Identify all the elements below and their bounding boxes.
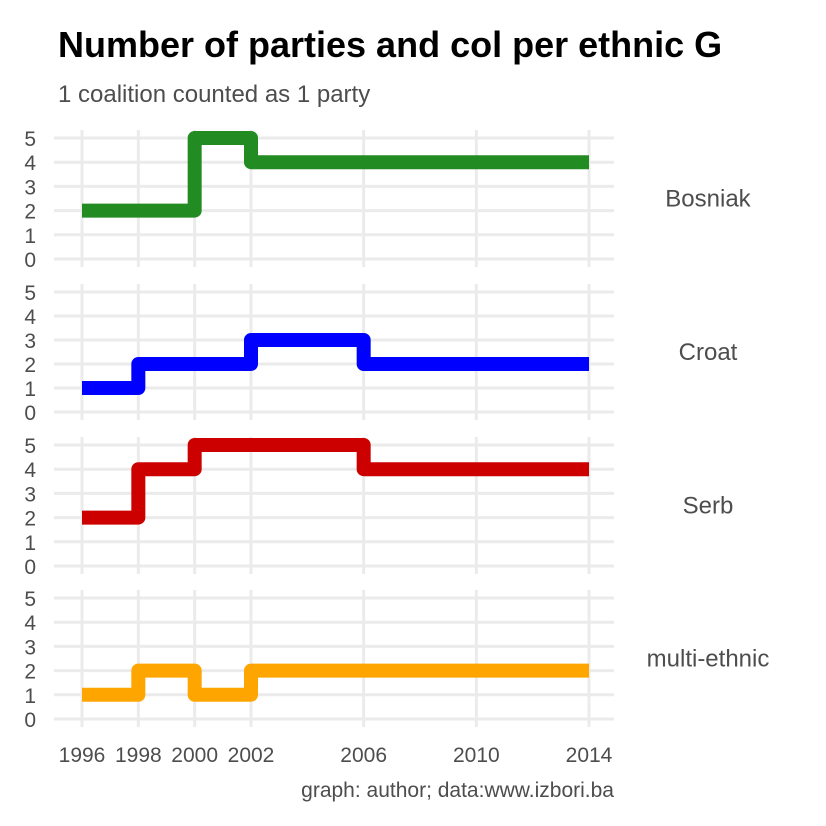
facet-strip-label: Serb xyxy=(683,493,734,520)
x-tick-label: 2002 xyxy=(228,744,275,767)
facet-strip-label: Croat xyxy=(679,339,738,366)
y-tick-label: 0 xyxy=(24,249,36,272)
y-tick-label: 2 xyxy=(24,201,36,224)
y-tick-label: 2 xyxy=(24,508,36,531)
y-tick-label: 3 xyxy=(24,636,36,659)
x-tick-label: 1998 xyxy=(115,744,162,767)
x-tick-label: 2000 xyxy=(171,744,218,767)
x-tick-label: 2014 xyxy=(566,744,613,767)
y-tick-label: 1 xyxy=(24,378,36,401)
x-tick-label: 2010 xyxy=(453,744,500,767)
y-tick-label: 3 xyxy=(24,483,36,506)
y-tick-label: 4 xyxy=(24,612,36,635)
y-tick-label: 5 xyxy=(24,282,36,305)
y-tick-label: 0 xyxy=(24,709,36,732)
y-tick-label: 1 xyxy=(24,685,36,708)
y-tick-label: 1 xyxy=(24,225,36,248)
x-tick-label: 2006 xyxy=(340,744,387,767)
chart-title: Number of parties and col per ethnic G xyxy=(58,24,723,65)
chart-caption: graph: author; data:www.izbori.ba xyxy=(301,779,614,802)
y-tick-label: 4 xyxy=(24,306,36,329)
y-tick-label: 4 xyxy=(24,152,36,175)
y-tick-label: 5 xyxy=(24,588,36,611)
y-tick-label: 3 xyxy=(24,176,36,199)
y-tick-label: 3 xyxy=(24,330,36,353)
y-tick-label: 1 xyxy=(24,532,36,555)
y-tick-label: 0 xyxy=(24,556,36,579)
y-tick-label: 5 xyxy=(24,435,36,458)
chart-subtitle: 1 coalition counted as 1 party xyxy=(58,81,371,108)
series-line xyxy=(82,663,589,702)
series-line xyxy=(82,438,589,525)
series-line xyxy=(82,333,589,395)
x-tick-label: 1996 xyxy=(59,744,106,767)
y-tick-label: 2 xyxy=(24,354,36,377)
y-tick-label: 0 xyxy=(24,402,36,425)
y-tick-label: 2 xyxy=(24,661,36,684)
y-tick-label: 4 xyxy=(24,459,36,482)
y-tick-label: 5 xyxy=(24,128,36,151)
series-line xyxy=(82,131,589,218)
facet-strip-label: multi-ethnic xyxy=(647,646,770,673)
x-axis: 1996 1998 2000 2002 2006 2010 2014 xyxy=(59,744,613,767)
facet-strip-label: Bosniak xyxy=(665,186,751,213)
